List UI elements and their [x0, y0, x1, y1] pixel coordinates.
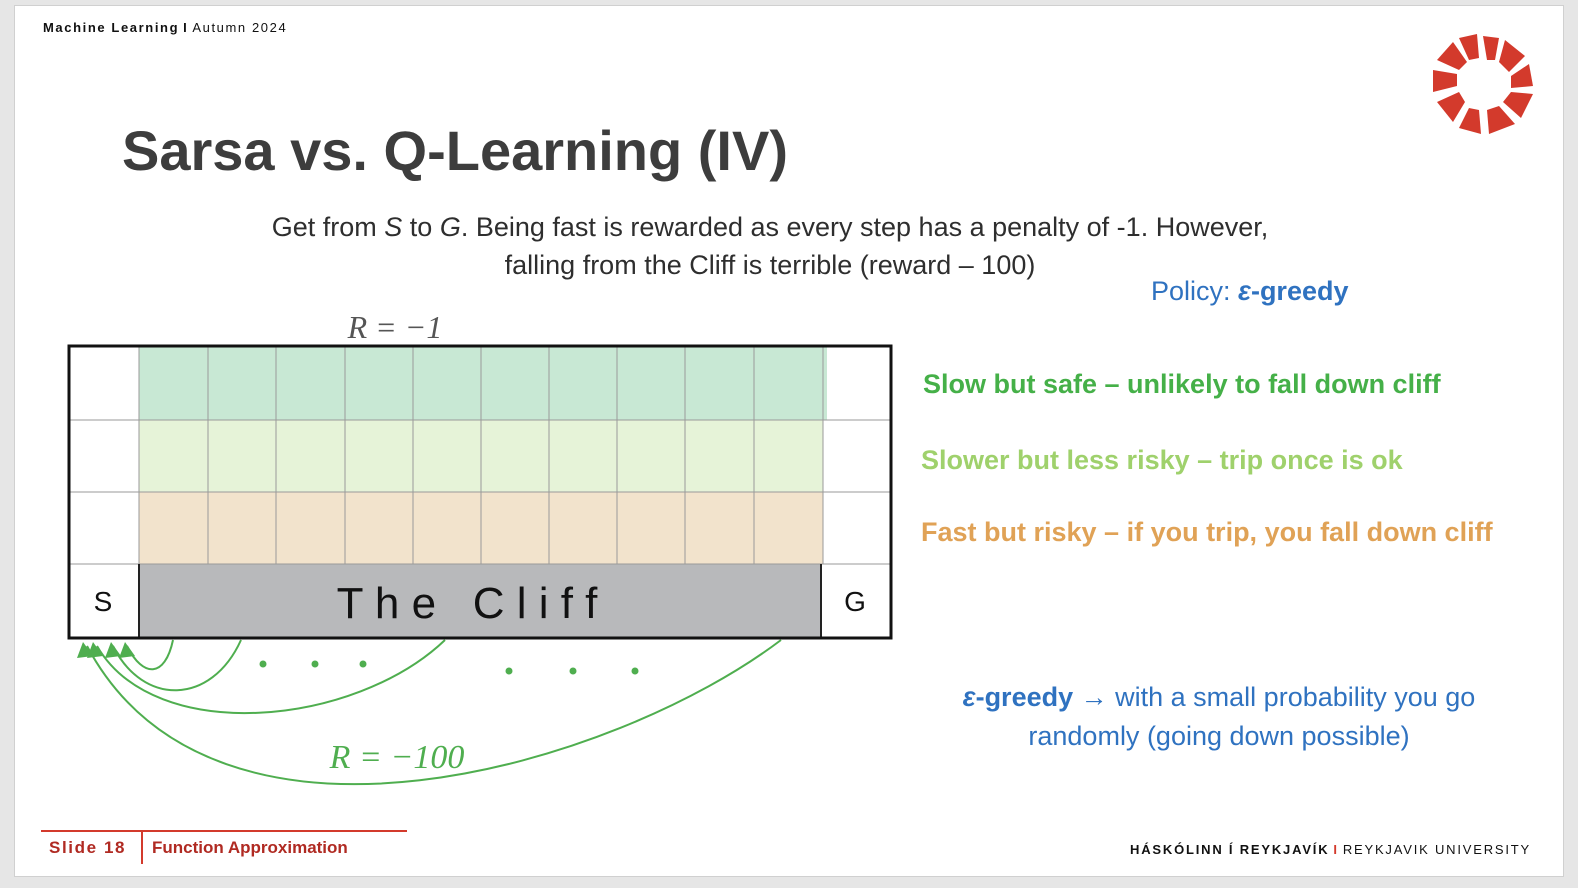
course-header: Machine Learning I Autumn 2024 — [43, 20, 287, 35]
greedy-line2: randomly (going down possible) — [1028, 721, 1410, 751]
policy-label: Policy: ε-greedy — [1151, 276, 1349, 307]
section-name: Function Approximation — [152, 838, 348, 857]
cliff-label: T h e C l i f f — [337, 579, 599, 628]
university-separator: I — [1333, 842, 1339, 857]
greedy-epsilon: ε — [962, 682, 976, 712]
ellipsis-dots — [259, 660, 639, 675]
subtitle-text: . Being fast is rewarded as every step h… — [460, 212, 1269, 242]
slide-number: Slide 18 — [49, 838, 127, 857]
slide-subtitle: Get from S to G. Being fast is rewarded … — [215, 208, 1325, 284]
path-label-risky: Fast but risky – if you trip, you fall d… — [921, 517, 1493, 547]
footer-rule — [41, 830, 407, 832]
cliff-grid-diagram: S G T h e C l i f f R = −1 R = −100 — [67, 309, 893, 786]
footer-divider — [141, 832, 143, 864]
goal-cell: G — [844, 586, 866, 617]
subtitle-s: S — [384, 212, 403, 242]
university-logo-icon — [1433, 34, 1533, 134]
greedy-line1: with a small probability you go — [1115, 682, 1476, 712]
grid-lines — [70, 347, 891, 565]
policy-epsilon: ε — [1238, 276, 1251, 306]
greedy-note: ε-greedy → with a small probability you … — [915, 678, 1523, 756]
university-name-is: HÁSKÓLINN Í REYKJAVÍK — [1130, 842, 1330, 857]
cliff-region — [139, 564, 821, 638]
policy-prefix: Policy: — [1151, 276, 1239, 306]
cliff-return-arrows — [86, 639, 782, 786]
course-name: Machine Learning — [43, 20, 180, 35]
safe-path-band — [139, 347, 827, 420]
step-reward-label: R = −1 — [347, 309, 443, 345]
university-name-en: REYKJAVIK UNIVERSITY — [1342, 842, 1531, 857]
path-label-safe: Slow but safe – unlikely to fall down cl… — [923, 369, 1441, 399]
subtitle-g: G — [439, 212, 461, 242]
subtitle-text: to — [402, 212, 440, 242]
arrowhead-icons — [77, 642, 135, 658]
grid-border — [67, 344, 893, 640]
arrow-right-icon: → — [1073, 682, 1116, 712]
university-name: HÁSKÓLINN Í REYKJAVÍK I REYKJAVIK UNIVERSI… — [1130, 842, 1531, 857]
greedy-term: -greedy — [975, 682, 1074, 712]
policy-value: -greedy — [1250, 276, 1349, 306]
slide-title: Sarsa vs. Q-Learning (IV) — [122, 119, 788, 182]
subtitle-text: Get from — [271, 212, 385, 242]
course-term: Autumn 2024 — [192, 20, 288, 35]
subtitle-line2: falling from the Cliff is terrible (rewa… — [504, 250, 1036, 280]
start-cell: S — [94, 586, 113, 617]
path-label-medium: Slower but less risky – trip once is ok — [921, 445, 1403, 475]
cliff-reward-label: R = −100 — [329, 739, 465, 776]
header-separator: I — [183, 20, 189, 35]
slide: Machine Learning I Autumn 2024 Sarsa vs. Q… — [14, 5, 1564, 877]
